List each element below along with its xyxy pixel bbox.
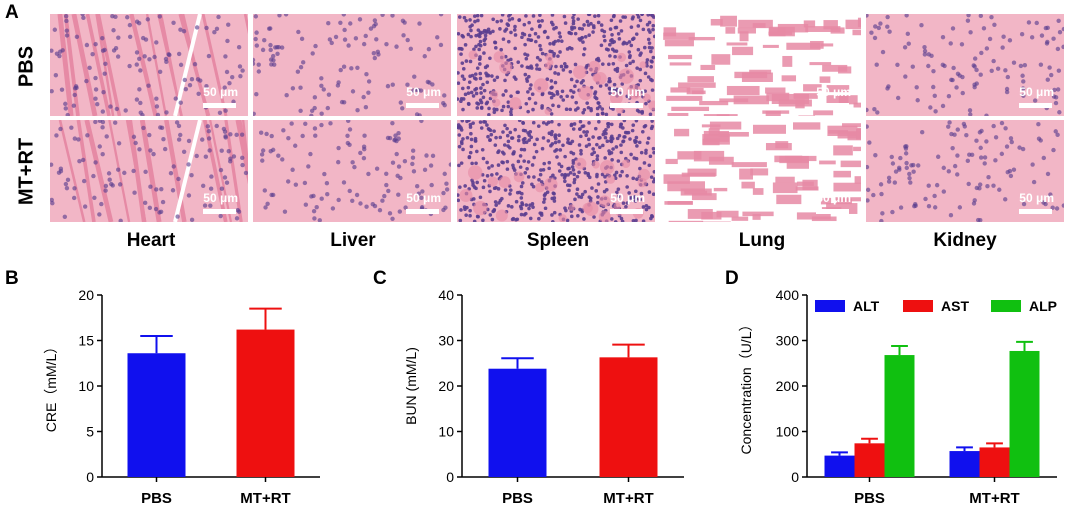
legend-label: ALT (853, 298, 880, 314)
cre-bar-chart: 0 5 10 15 20 CRE（mM/L） PBS MT+RT (43, 287, 320, 507)
micrograph-lung-mt-rt: 50 μm (663, 120, 861, 222)
bar (236, 329, 295, 477)
bar (854, 443, 885, 477)
micrograph-kidney-pbs: 50 μm (866, 14, 1064, 116)
x-tick-label: MT+RT (969, 490, 1019, 507)
bar (1009, 350, 1040, 477)
micrograph-heart-pbs: 50 μm (50, 14, 248, 116)
scale-bar-label: 50 μm (816, 85, 851, 99)
bun-bar-chart: 0 10 20 30 40 BUN (mM/L) PBS MT+RT (403, 287, 684, 507)
y-tick-label: 40 (438, 287, 454, 303)
x-tick-label: MT+RT (603, 490, 653, 507)
legend-swatch (991, 300, 1021, 312)
x-tick-label: PBS (502, 490, 533, 507)
y-tick-label: 400 (776, 287, 800, 303)
y-axis-label: Concentration（U/L） (738, 318, 754, 455)
y-tick-label: 0 (446, 469, 454, 485)
legend-swatch (903, 300, 933, 312)
scale-bar (610, 209, 643, 214)
row-label-mt-rt: MT+RT (15, 137, 38, 206)
bar (949, 451, 980, 477)
micrograph-spleen-pbs: 50 μm (457, 14, 655, 116)
micrograph-liver-pbs: 50 μm (253, 14, 451, 116)
micrograph-kidney-mt-rt: 50 μm (866, 120, 1064, 222)
legend-swatch (815, 300, 845, 312)
scale-bar (203, 103, 236, 108)
y-tick-label: 10 (78, 378, 94, 394)
organ-label-kidney: Kidney (933, 230, 997, 251)
panel-letter-c: C (373, 268, 387, 289)
y-tick-label: 0 (791, 469, 799, 485)
scale-bar-label: 50 μm (203, 191, 238, 205)
scale-bar-label: 50 μm (203, 85, 238, 99)
scale-bar-label: 50 μm (1019, 191, 1054, 205)
scale-bar (610, 103, 643, 108)
scale-bar (406, 209, 439, 214)
scale-bar-label: 50 μm (406, 85, 441, 99)
scale-bar-label: 50 μm (1019, 85, 1054, 99)
panel-letter-d: D (725, 268, 739, 289)
organ-label-lung: Lung (738, 230, 786, 251)
x-tick-label: MT+RT (240, 490, 290, 507)
bar (488, 368, 547, 477)
scale-bar (816, 103, 849, 108)
scale-bar (1019, 209, 1052, 214)
y-tick-label: 200 (776, 378, 800, 394)
bar (599, 357, 658, 477)
y-axis-label: CRE（mM/L） (43, 340, 59, 433)
organ-label-liver: Liver (330, 230, 376, 251)
scale-bar (406, 103, 439, 108)
y-axis-label: BUN (mM/L) (403, 347, 419, 425)
y-tick-label: 30 (438, 333, 454, 349)
x-tick-label: PBS (141, 490, 172, 507)
bar (979, 447, 1010, 477)
scale-bar-label: 50 μm (816, 191, 851, 205)
bar (884, 355, 915, 477)
scale-bar-label: 50 μm (406, 191, 441, 205)
scale-bar (203, 209, 236, 214)
legend-label: AST (941, 298, 969, 314)
organ-label-heart: Heart (126, 230, 176, 251)
x-tick-label: PBS (854, 490, 885, 507)
panel-letter-a: A (5, 2, 19, 23)
micrograph-lung-pbs: 50 μm (663, 14, 861, 116)
micrograph-liver-mt-rt: 50 μm (253, 120, 451, 222)
y-tick-label: 10 (438, 424, 454, 440)
y-tick-label: 300 (776, 333, 800, 349)
scale-bar-label: 50 μm (610, 85, 645, 99)
bar (127, 353, 186, 477)
bar (824, 455, 855, 477)
row-label-pbs: PBS (15, 45, 38, 88)
legend-label: ALP (1029, 298, 1057, 314)
panel-letter-b: B (5, 268, 19, 289)
micrograph-heart-mt-rt: 50 μm (50, 120, 248, 222)
scale-bar (1019, 103, 1052, 108)
organ-label-spleen: Spleen (526, 230, 590, 251)
y-tick-label: 20 (78, 287, 94, 303)
y-tick-label: 15 (78, 333, 94, 349)
liver-enzyme-bar-chart: 0 100 200 300 400 Concentration（U/L） PBS MT+RT A… (738, 287, 1057, 507)
y-tick-label: 0 (86, 469, 94, 485)
y-tick-label: 20 (438, 378, 454, 394)
micrograph-spleen-mt-rt: 50 μm (457, 120, 655, 222)
y-tick-label: 5 (86, 424, 94, 440)
y-tick-label: 100 (776, 424, 800, 440)
scale-bar (816, 209, 849, 214)
scale-bar-label: 50 μm (610, 191, 645, 205)
